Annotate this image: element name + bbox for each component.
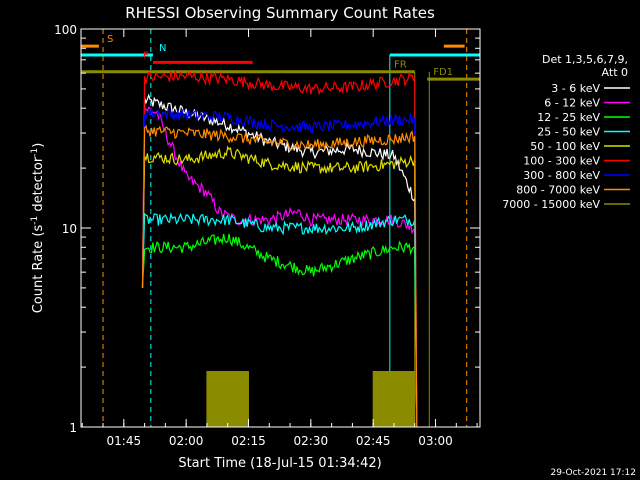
axes: 01:45 02:00 02:15 02:30 02:45 03:00 1 10 100 — [54, 23, 480, 448]
y-tick-label-2: 100 — [54, 23, 77, 37]
x-tick-label-4: 02:45 — [356, 434, 391, 448]
series-7-line-0 — [141, 124, 418, 427]
series-5-line-0 — [141, 70, 418, 427]
flag-s-label: S — [107, 34, 113, 45]
legend-label-4: 50 - 100 keV — [530, 140, 600, 153]
y-axis-label-mid: detector — [31, 156, 46, 216]
x-tick-label-1: 02:00 — [169, 434, 204, 448]
series-2 — [141, 233, 418, 427]
x-tick-label-0: 01:45 — [107, 434, 142, 448]
legend-label-6: 300 - 800 keV — [523, 169, 600, 182]
series-7 — [141, 124, 418, 427]
series-8 — [206, 371, 416, 427]
flag-n-label: N — [159, 43, 166, 54]
series-8-line-0 — [206, 371, 249, 427]
y-tick-label-1: 10 — [62, 222, 77, 236]
series-3 — [141, 211, 418, 427]
series-4 — [141, 145, 418, 427]
series-4-line-0 — [141, 145, 418, 427]
y-axis-label-main: Count Rate (s — [31, 225, 46, 314]
plot-area: S NF FR FD1 — [81, 29, 480, 427]
flag-n — [81, 29, 480, 427]
y-axis-label-sup1: -1 — [30, 216, 40, 225]
series-2-line-0 — [141, 233, 418, 427]
legend-label-7: 800 - 7000 keV — [516, 184, 600, 197]
legend-header-1: Att 0 — [602, 66, 628, 79]
legend-label-0: 3 - 6 keV — [551, 82, 600, 95]
legend-label-8: 7000 - 15000 keV — [502, 198, 600, 211]
y-axis-label-end: ) — [31, 143, 46, 148]
legend: Det 1,3,5,6,7,9,Att 03 - 6 keV 6 - 12 keV… — [502, 53, 630, 211]
flag-f-label: F — [143, 50, 149, 61]
chart-title: RHESSI Observing Summary Count Rates — [125, 4, 435, 22]
series-6 — [141, 107, 418, 427]
legend-header-0: Det 1,3,5,6,7,9, — [542, 53, 628, 66]
series-3-line-0 — [141, 211, 418, 427]
series-8-line-1 — [372, 371, 416, 427]
x-axis-label: Start Time (18-Jul-15 01:34:42) — [178, 456, 381, 471]
x-tick-label-5: 03:00 — [418, 434, 453, 448]
series-5 — [141, 70, 418, 427]
legend-label-3: 25 - 50 keV — [537, 126, 600, 139]
y-axis-label-sup2: -1 — [30, 148, 40, 157]
timestamp: 29-Oct-2021 17:12 — [551, 468, 636, 478]
y-tick-label-0: 1 — [69, 421, 77, 435]
series-6-line-0 — [141, 107, 418, 427]
flag-fr-label: FR — [394, 60, 407, 71]
x-tick-label-2: 02:15 — [231, 434, 266, 448]
legend-label-2: 12 - 25 keV — [537, 111, 600, 124]
x-tick-label-3: 02:30 — [294, 434, 329, 448]
flag-fd1-label: FD1 — [433, 67, 453, 78]
y-axis-label: Count Rate (s-1 detector-1) — [30, 143, 46, 314]
legend-label-5: 100 - 300 keV — [523, 155, 600, 168]
legend-label-1: 6 - 12 keV — [544, 97, 600, 110]
flag-s — [81, 29, 468, 427]
